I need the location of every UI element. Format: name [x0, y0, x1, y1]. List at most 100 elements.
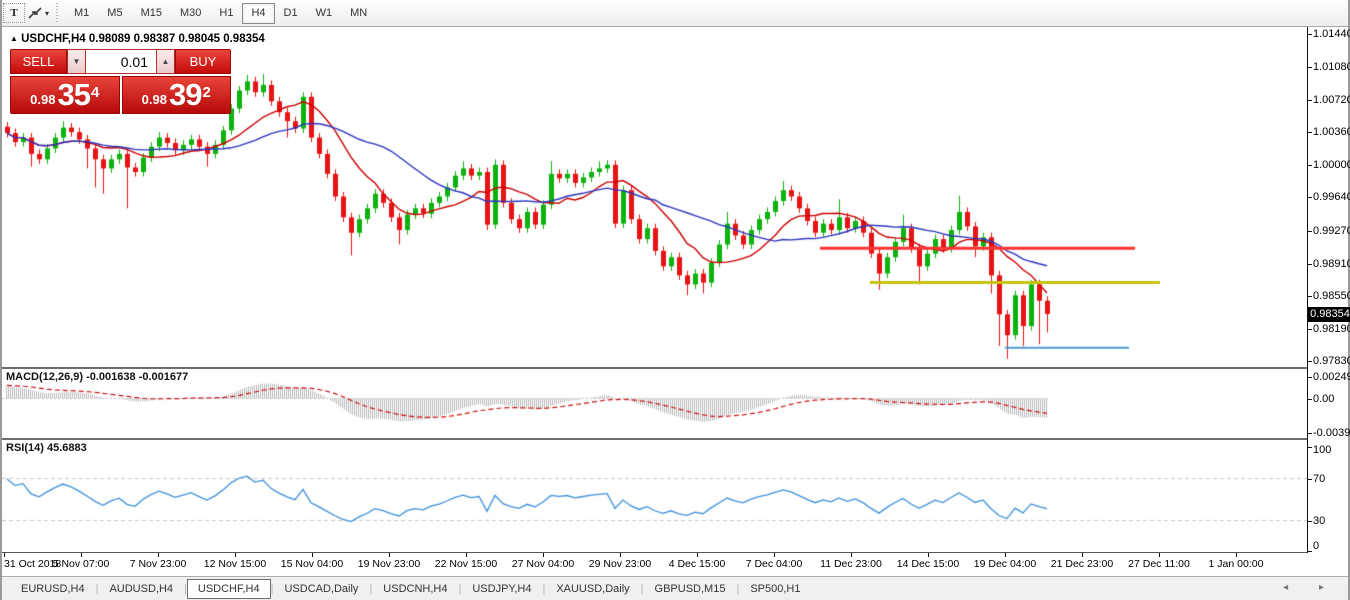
timeframe-button-mn[interactable]: MN — [350, 7, 368, 19]
price-axis-label: 0.99640 — [1313, 191, 1350, 204]
time-axis-label: 19 Nov 23:00 — [357, 558, 421, 570]
tab-scroll-arrows[interactable]: ◂ ▸ — [1283, 582, 1338, 593]
time-axis[interactable]: 31 Oct 2018 5 Nov 07:00 7 Nov 23:00 12 Nov … — [2, 553, 1308, 576]
time-axis-label: 1 Jan 00:00 — [1208, 558, 1264, 570]
timeframe-button-d1[interactable]: D1 — [283, 7, 298, 19]
chart-tab-bar: EURUSD,H4 | AUDUSD,H4 | USDCHF,H4 | USDCAD,Dai… — [2, 576, 1348, 600]
timeframe-button-m5[interactable]: M5 — [107, 7, 123, 19]
volume-decrease-button[interactable]: ▼ — [67, 49, 86, 74]
sell-quote-button[interactable]: 0.98 35 4 — [10, 76, 120, 114]
chart-tab-usdcad[interactable]: USDCAD,Daily — [284, 582, 359, 595]
rsi-tick — [1308, 520, 1312, 522]
time-tick — [1082, 553, 1083, 557]
tab-separator: | — [369, 582, 373, 595]
ohlc-high: 0.98387 — [133, 33, 176, 45]
toolbar: T ▾ M1 M5 M15 M30 H1 H4 D1 W1 MN — [2, 0, 1348, 27]
timeframe-button-m30[interactable]: M30 — [179, 7, 202, 19]
rsi-axis-label: 0 — [1313, 540, 1320, 552]
volume-input[interactable]: 0.01 — [86, 49, 156, 74]
time-tick — [620, 553, 621, 557]
macd-axis-label: 0.002492 — [1313, 370, 1350, 383]
time-axis-label: 7 Dec 04:00 — [745, 558, 803, 570]
time-axis-label: 4 Dec 15:00 — [668, 558, 726, 570]
macd-tick — [1308, 432, 1312, 434]
price-tick — [1308, 99, 1312, 101]
buy-price-big: 39 — [168, 77, 202, 112]
time-tick — [158, 553, 159, 557]
timeframe-button-m15[interactable]: M15 — [140, 7, 162, 19]
tab-separator: | — [270, 582, 274, 595]
chart-tab-xauusd[interactable]: XAUUSD,Daily — [556, 582, 630, 595]
timeframe-button-h4[interactable]: H4 — [242, 2, 275, 24]
time-tick — [928, 553, 929, 557]
price-tick — [1308, 197, 1312, 199]
price-axis-label: 0.98190 — [1313, 322, 1350, 335]
chart-tab-usdjpy[interactable]: USDJPY,H4 — [472, 582, 532, 595]
ohlc-open: 0.98089 — [88, 33, 131, 45]
time-axis-label: 5 Nov 07:00 — [52, 558, 110, 570]
chart-tab-usdcnh[interactable]: USDCNH,H4 — [383, 582, 448, 595]
macd-label: MACD(12,26,9) -0.001638 -0.001677 — [6, 371, 189, 383]
rsi-chart[interactable] — [2, 440, 1308, 552]
time-axis-label: 14 Dec 15:00 — [896, 558, 960, 570]
buy-button[interactable]: BUY — [175, 49, 231, 74]
buy-price-pip: 2 — [202, 84, 211, 101]
time-tick — [851, 553, 852, 557]
chart-tab-gbpusd[interactable]: GBPUSD,M15 — [654, 582, 726, 595]
time-axis-label: 12 Nov 15:00 — [203, 558, 267, 570]
volume-increase-button[interactable]: ▲ — [156, 49, 175, 74]
time-axis-label: 21 Dec 23:00 — [1050, 558, 1114, 570]
rsi-axis-label: 100 — [1313, 444, 1332, 456]
rsi-tick — [1308, 478, 1312, 480]
rsi-tick — [1308, 551, 1312, 552]
buy-quote-button[interactable]: 0.98 39 2 — [121, 76, 231, 114]
macd-axis-label: -0.003913 — [1313, 426, 1350, 439]
arrows-tool-button[interactable]: ▾ — [27, 3, 49, 23]
tab-separator: | — [95, 582, 99, 595]
time-tick — [697, 553, 698, 557]
panel-separator[interactable] — [2, 438, 1308, 440]
price-axis-label: 0.98910 — [1313, 257, 1350, 270]
time-tick — [774, 553, 775, 557]
time-tick — [1159, 553, 1160, 557]
macd-chart[interactable] — [2, 369, 1308, 438]
ohlc-low: 0.98045 — [178, 33, 221, 45]
sell-price-pip: 4 — [90, 84, 100, 101]
timeframe-button-m1[interactable]: M1 — [74, 7, 90, 19]
one-click-trade-panel: SELL ▼ 0.01 ▲ BUY 0.98 35 4 0.98 39 2 — [10, 49, 231, 114]
tab-separator: | — [458, 582, 462, 595]
tab-separator: | — [640, 582, 644, 595]
rsi-axis-label: 70 — [1313, 472, 1326, 485]
sell-button[interactable]: SELL — [10, 49, 67, 74]
chart-tab-audusd[interactable]: AUDUSD,H4 — [109, 582, 174, 595]
sell-price-prefix: 0.98 — [30, 92, 56, 107]
timeframe-button-w1[interactable]: W1 — [315, 7, 333, 19]
price-tick — [1308, 34, 1312, 36]
chart-tab-eurusd[interactable]: EURUSD,H4 — [21, 582, 85, 595]
axis-divider-line — [1307, 27, 1308, 553]
time-tick — [1236, 553, 1237, 557]
macd-tick — [1308, 398, 1312, 400]
price-axis-label: 1.00000 — [1313, 158, 1350, 171]
time-axis-label: 31 Oct 2018 — [4, 558, 62, 570]
toolbar-grip[interactable] — [54, 3, 62, 23]
price-tick — [1308, 132, 1312, 134]
time-axis-label: 19 Dec 04:00 — [973, 558, 1037, 570]
price-tick — [1308, 361, 1312, 363]
panel-separator[interactable] — [2, 367, 1308, 369]
rsi-tick — [1308, 447, 1312, 448]
time-tick — [466, 553, 467, 557]
time-axis-label: 11 Dec 23:00 — [820, 558, 882, 570]
chart-tab-usdchf[interactable]: USDCHF,H4 — [186, 578, 271, 599]
timeframe-button-h1[interactable]: H1 — [219, 7, 234, 19]
time-tick — [81, 553, 82, 557]
time-tick — [389, 553, 390, 557]
time-axis-label: 22 Nov 15:00 — [434, 558, 498, 570]
chart-tab-sp500[interactable]: SP500,H1 — [750, 582, 801, 595]
price-tick — [1308, 328, 1312, 330]
price-axis-label: 0.99270 — [1313, 224, 1350, 237]
text-tool-button[interactable]: T — [3, 3, 25, 23]
price-tick — [1308, 66, 1312, 68]
rsi-label: RSI(14) 45.6883 — [6, 442, 87, 454]
